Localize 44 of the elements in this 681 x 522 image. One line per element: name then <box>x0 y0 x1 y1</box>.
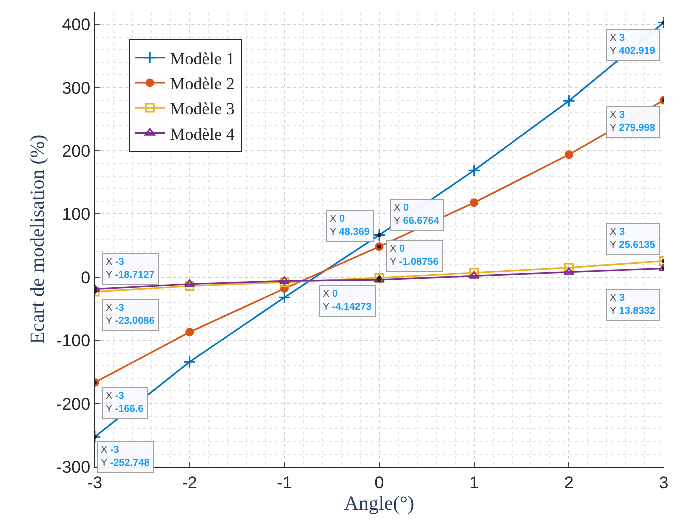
x-tick-label: 1 <box>470 473 480 492</box>
point <box>280 278 290 288</box>
annotation: X -3 Y -166.6 <box>106 391 144 415</box>
point <box>468 164 481 177</box>
point <box>470 198 479 208</box>
annotation: X 3 Y 279.998 <box>610 110 656 134</box>
point <box>278 291 292 304</box>
point <box>185 282 195 292</box>
y-tick-label: 300 <box>62 78 91 98</box>
legend-label: Modèle 3 <box>170 100 235 119</box>
annotation: X -3 Y -23.0086 <box>106 303 156 327</box>
point <box>375 242 384 252</box>
legend-label: Modèle 4 <box>170 124 236 144</box>
x-tick-label: -1 <box>277 473 292 492</box>
y-tick-label: 0 <box>81 268 91 288</box>
legend-label: Modèle 2 <box>170 74 235 94</box>
x-tick-label: -2 <box>182 473 198 492</box>
point <box>564 150 574 160</box>
legend-label: Modèle 1 <box>170 49 235 68</box>
annotation: X 0 Y -1.08756 <box>390 244 440 268</box>
x-tick-label: 2 <box>564 473 574 492</box>
point <box>373 228 386 242</box>
y-tick-label: 200 <box>62 142 91 161</box>
y-axis-title: Ecart de modelisation (%) <box>27 134 50 344</box>
point <box>183 356 196 368</box>
annotation: X 0 Y 66.6764 <box>394 203 440 227</box>
annotation: X 3 Y 402.919 <box>610 33 656 57</box>
x-tick-label: 0 <box>374 473 384 492</box>
point <box>562 94 576 108</box>
y-tick-label: 400 <box>62 16 91 35</box>
annotation: X -3 Y -252.748 <box>101 445 150 469</box>
annotation: X 3 Y 25.6135 <box>610 227 656 251</box>
point <box>186 328 194 337</box>
x-axis-title: Angle(°) <box>344 492 415 515</box>
annotation: X -3 Y -18.7127 <box>106 257 156 281</box>
y-tick-label: -200 <box>56 394 91 414</box>
annotation: X 0 Y -4.14273 <box>323 289 372 313</box>
annotation: X 3 Y 13.8332 <box>610 293 656 317</box>
x-tick-label: 3 <box>659 473 669 492</box>
y-tick-label: -100 <box>56 332 91 351</box>
y-tick-label: 100 <box>62 205 91 224</box>
point <box>564 263 574 273</box>
point <box>470 268 480 278</box>
annotation: X 0 Y 48.369 <box>330 214 370 238</box>
